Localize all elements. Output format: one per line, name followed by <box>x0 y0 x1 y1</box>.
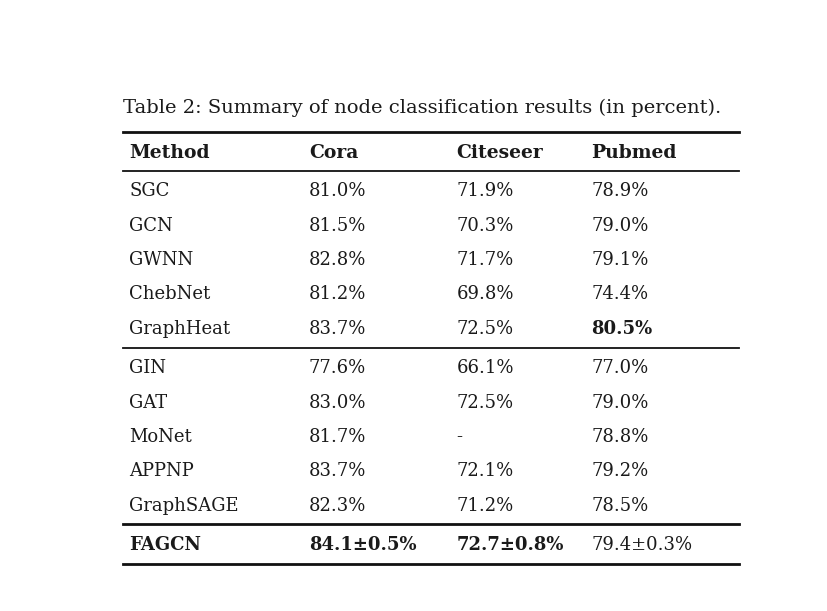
Text: 70.3%: 70.3% <box>456 217 514 235</box>
Text: GraphHeat: GraphHeat <box>129 320 230 338</box>
Text: 78.5%: 78.5% <box>590 497 648 514</box>
Text: GraphSAGE: GraphSAGE <box>129 497 238 514</box>
Text: 83.7%: 83.7% <box>308 462 366 480</box>
Text: 79.2%: 79.2% <box>590 462 648 480</box>
Text: 69.8%: 69.8% <box>456 285 514 303</box>
Text: 72.5%: 72.5% <box>456 320 513 338</box>
Text: 71.9%: 71.9% <box>456 182 514 200</box>
Text: 77.0%: 77.0% <box>590 359 648 377</box>
Text: 71.7%: 71.7% <box>456 251 513 269</box>
Text: 74.4%: 74.4% <box>590 285 648 303</box>
Text: 66.1%: 66.1% <box>456 359 514 377</box>
Text: GWNN: GWNN <box>129 251 194 269</box>
Text: 80.5%: 80.5% <box>590 320 652 338</box>
Text: 79.0%: 79.0% <box>590 217 648 235</box>
Text: 81.0%: 81.0% <box>308 182 366 200</box>
Text: 78.9%: 78.9% <box>590 182 648 200</box>
Text: GAT: GAT <box>129 393 167 412</box>
Text: GIN: GIN <box>129 359 166 377</box>
Text: FAGCN: FAGCN <box>129 536 201 554</box>
Text: 77.6%: 77.6% <box>308 359 366 377</box>
Text: 72.5%: 72.5% <box>456 393 513 412</box>
Text: Cora: Cora <box>308 144 357 163</box>
Text: 81.2%: 81.2% <box>308 285 366 303</box>
Text: 83.7%: 83.7% <box>308 320 366 338</box>
Text: 82.8%: 82.8% <box>308 251 366 269</box>
Text: 81.5%: 81.5% <box>308 217 366 235</box>
Text: APPNP: APPNP <box>129 462 194 480</box>
Text: Method: Method <box>129 144 209 163</box>
Text: 82.3%: 82.3% <box>308 497 366 514</box>
Text: 79.4±0.3%: 79.4±0.3% <box>590 536 691 554</box>
Text: ChebNet: ChebNet <box>129 285 210 303</box>
Text: 84.1±0.5%: 84.1±0.5% <box>308 536 416 554</box>
Text: 72.7±0.8%: 72.7±0.8% <box>456 536 563 554</box>
Text: 79.0%: 79.0% <box>590 393 648 412</box>
Text: 72.1%: 72.1% <box>456 462 513 480</box>
Text: -: - <box>456 428 461 446</box>
Text: 83.0%: 83.0% <box>308 393 366 412</box>
Text: 71.2%: 71.2% <box>456 497 513 514</box>
Text: MoNet: MoNet <box>129 428 192 446</box>
Text: Pubmed: Pubmed <box>590 144 676 163</box>
Text: 78.8%: 78.8% <box>590 428 648 446</box>
Text: Citeseer: Citeseer <box>456 144 543 163</box>
Text: GCN: GCN <box>129 217 173 235</box>
Text: SGC: SGC <box>129 182 170 200</box>
Text: Table 2: Summary of node classification results (in percent).: Table 2: Summary of node classification … <box>122 99 720 117</box>
Text: 81.7%: 81.7% <box>308 428 366 446</box>
Text: 79.1%: 79.1% <box>590 251 648 269</box>
